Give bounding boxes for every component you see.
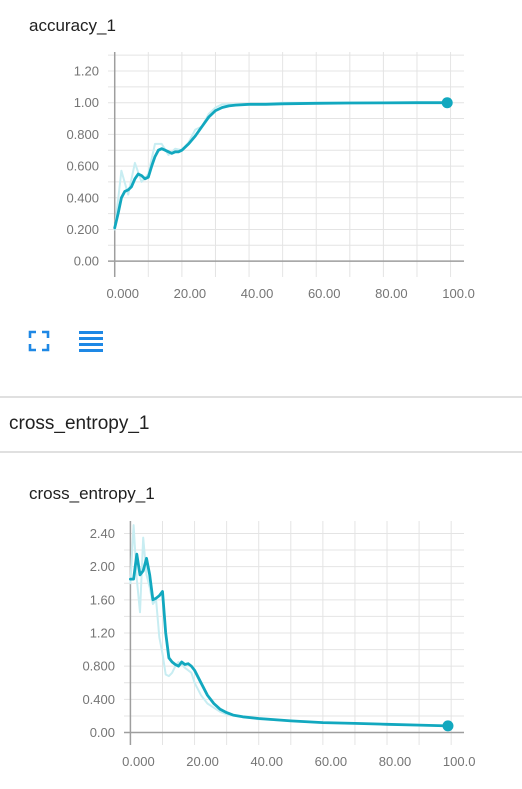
y-tick-label: 0.00 [74,254,99,269]
y-tick-label: 2.00 [90,559,115,574]
y-tick-label: 0.400 [82,692,115,707]
x-tick-label: 40.00 [241,286,274,301]
x-tick-label: 0.000 [122,754,155,769]
y-tick-label: 0.800 [66,127,99,142]
x-tick-label: 100.0 [443,754,476,769]
x-tick-label: 60.00 [315,754,348,769]
x-tick-label: 100.0 [442,286,475,301]
raw-series-line [129,524,449,727]
y-tick-label: 1.20 [90,626,115,641]
chart-title-accuracy: accuracy_1 [29,16,116,35]
y-tick-label: 1.20 [74,64,99,79]
accuracy-chart[interactable]: 0.00 0.200 0.400 0.600 0.800 1.00 1.20 0.000 20.… [0,0,522,320]
y-tick-label: 0.600 [66,159,99,174]
section-divider [0,396,522,398]
x-tick-label: 40.00 [250,754,283,769]
chart-title-cross-entropy: cross_entropy_1 [29,484,155,503]
y-tick-label: 0.400 [66,190,99,205]
y-tick-label: 1.00 [74,95,99,110]
series-end-point[interactable] [442,720,454,732]
y-tick-label: 0.200 [66,222,99,237]
y-tick-label: 0.00 [90,725,115,740]
x-tick-label: 80.00 [379,754,412,769]
y-tick-label: 0.800 [82,659,115,674]
section-divider [0,451,522,453]
fullscreen-icon[interactable] [28,330,54,356]
x-tick-label: 20.00 [174,286,207,301]
section-header-cross-entropy[interactable]: cross_entropy_1 [9,413,150,434]
smoothed-series-line [128,552,450,728]
y-tick-label: 2.40 [90,526,115,541]
list-icon[interactable] [78,330,104,356]
series-end-point[interactable] [441,97,453,109]
x-tick-label: 0.000 [106,286,139,301]
x-tick-label: 80.00 [375,286,408,301]
smoothed-series-line [113,101,449,230]
x-tick-label: 60.00 [308,286,341,301]
y-tick-label: 1.60 [90,592,115,607]
x-tick-label: 20.00 [186,754,219,769]
